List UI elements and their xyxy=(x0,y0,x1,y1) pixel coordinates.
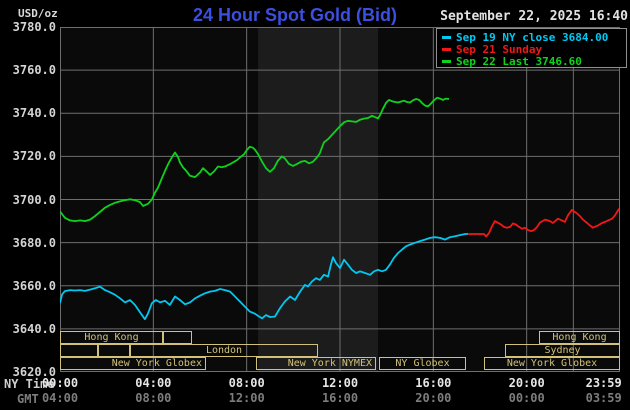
legend-label: Sep 21 Sunday xyxy=(456,42,543,56)
chart-title: 24 Hour Spot Gold (Bid) xyxy=(193,5,397,25)
plot-area xyxy=(60,27,620,372)
y-axis-tick-label: 3680.0 xyxy=(12,235,56,250)
session-label: Sydney xyxy=(544,345,581,356)
units-label: USD/oz xyxy=(18,7,58,20)
chart-datetime: September 22, 2025 16:40 xyxy=(440,9,628,24)
session-box: Hong Kong xyxy=(539,331,620,344)
y-axis-tick-label: 3660.0 xyxy=(12,278,56,293)
y-axis-tick-label: 3720.0 xyxy=(12,149,56,164)
series-sep22-line xyxy=(60,96,450,223)
session-label: London xyxy=(205,345,243,356)
session-label: Hong Kong xyxy=(84,332,139,343)
y-axis-tick-label: 3620.0 xyxy=(12,365,56,379)
y-axis-tick-label: 3700.0 xyxy=(12,192,56,207)
x-axis-tick-label: 16:00 xyxy=(415,376,452,390)
x-axis-tick-label: 20:00 xyxy=(415,391,452,405)
price-chart-svg xyxy=(60,27,620,372)
y-axis-tick-label: 3760.0 xyxy=(12,63,56,78)
y-axis-tick-label: 3780.0 xyxy=(12,20,56,34)
x-axis-tick-label: 04:00 xyxy=(41,391,79,405)
session-box: New York NYMEX xyxy=(256,357,376,370)
x-axis-tick-label: 00:00 xyxy=(41,376,79,390)
ny-time-axis-caption: NY Time xyxy=(4,377,55,391)
series-sep19-line xyxy=(60,233,469,321)
session-label: NY Globex xyxy=(395,358,450,369)
x-axis-tick-label: 00:00 xyxy=(508,391,545,405)
x-axis-tick-label: 20:00 xyxy=(508,376,545,390)
legend-item: Sep 21 Sunday xyxy=(441,42,626,56)
x-axis-tick-label: 08:00 xyxy=(228,376,265,390)
legend-box: Sep 19 NY close 3684.00 Sep 21 Sunday Sep … xyxy=(436,28,627,68)
session-box xyxy=(60,344,98,357)
legend-swatch xyxy=(442,47,451,51)
x-axis-tick-label: 12:00 xyxy=(228,391,265,405)
session-box: NY Globex xyxy=(379,357,466,370)
plot-border xyxy=(60,27,620,372)
legend-item: Sep 19 NY close 3684.00 xyxy=(441,30,626,44)
legend-label: Sep 22 Last 3746.60 xyxy=(456,54,582,68)
session-label: Hong Kong xyxy=(552,332,607,343)
session-box: Hong Kong xyxy=(60,331,163,344)
x-axis-tick-label: 08:00 xyxy=(135,391,172,405)
session-box: New York Globex xyxy=(60,357,206,370)
legend-item: Sep 22 Last 3746.60 xyxy=(441,54,626,68)
x-axis-tick-label: 03:59 xyxy=(585,391,622,405)
legend-swatch xyxy=(442,35,451,39)
x-axis-tick-label: 16:00 xyxy=(321,391,359,405)
legend-label: Sep 19 NY close 3684.00 xyxy=(456,30,609,44)
x-axis-tick-label: 12:00 xyxy=(321,376,359,390)
gmt-axis-caption: GMT xyxy=(17,392,39,406)
y-axis-tick-label: 3740.0 xyxy=(12,106,56,121)
legend-swatch xyxy=(442,59,451,63)
series-sep21-line xyxy=(468,208,620,238)
x-axis-tick-label: 23:59 xyxy=(585,376,622,390)
session-label: New York Globex xyxy=(111,358,202,369)
session-label: New York NYMEX xyxy=(287,358,372,369)
session-box xyxy=(98,344,130,357)
session-label: New York Globex xyxy=(506,358,598,369)
session-box xyxy=(163,331,192,344)
session-box: London xyxy=(130,344,318,357)
x-axis-tick-label: 04:00 xyxy=(135,376,172,390)
session-box: Sydney xyxy=(505,344,620,357)
y-axis-tick-label: 3640.0 xyxy=(12,321,56,336)
session-box: New York Globex xyxy=(484,357,620,370)
